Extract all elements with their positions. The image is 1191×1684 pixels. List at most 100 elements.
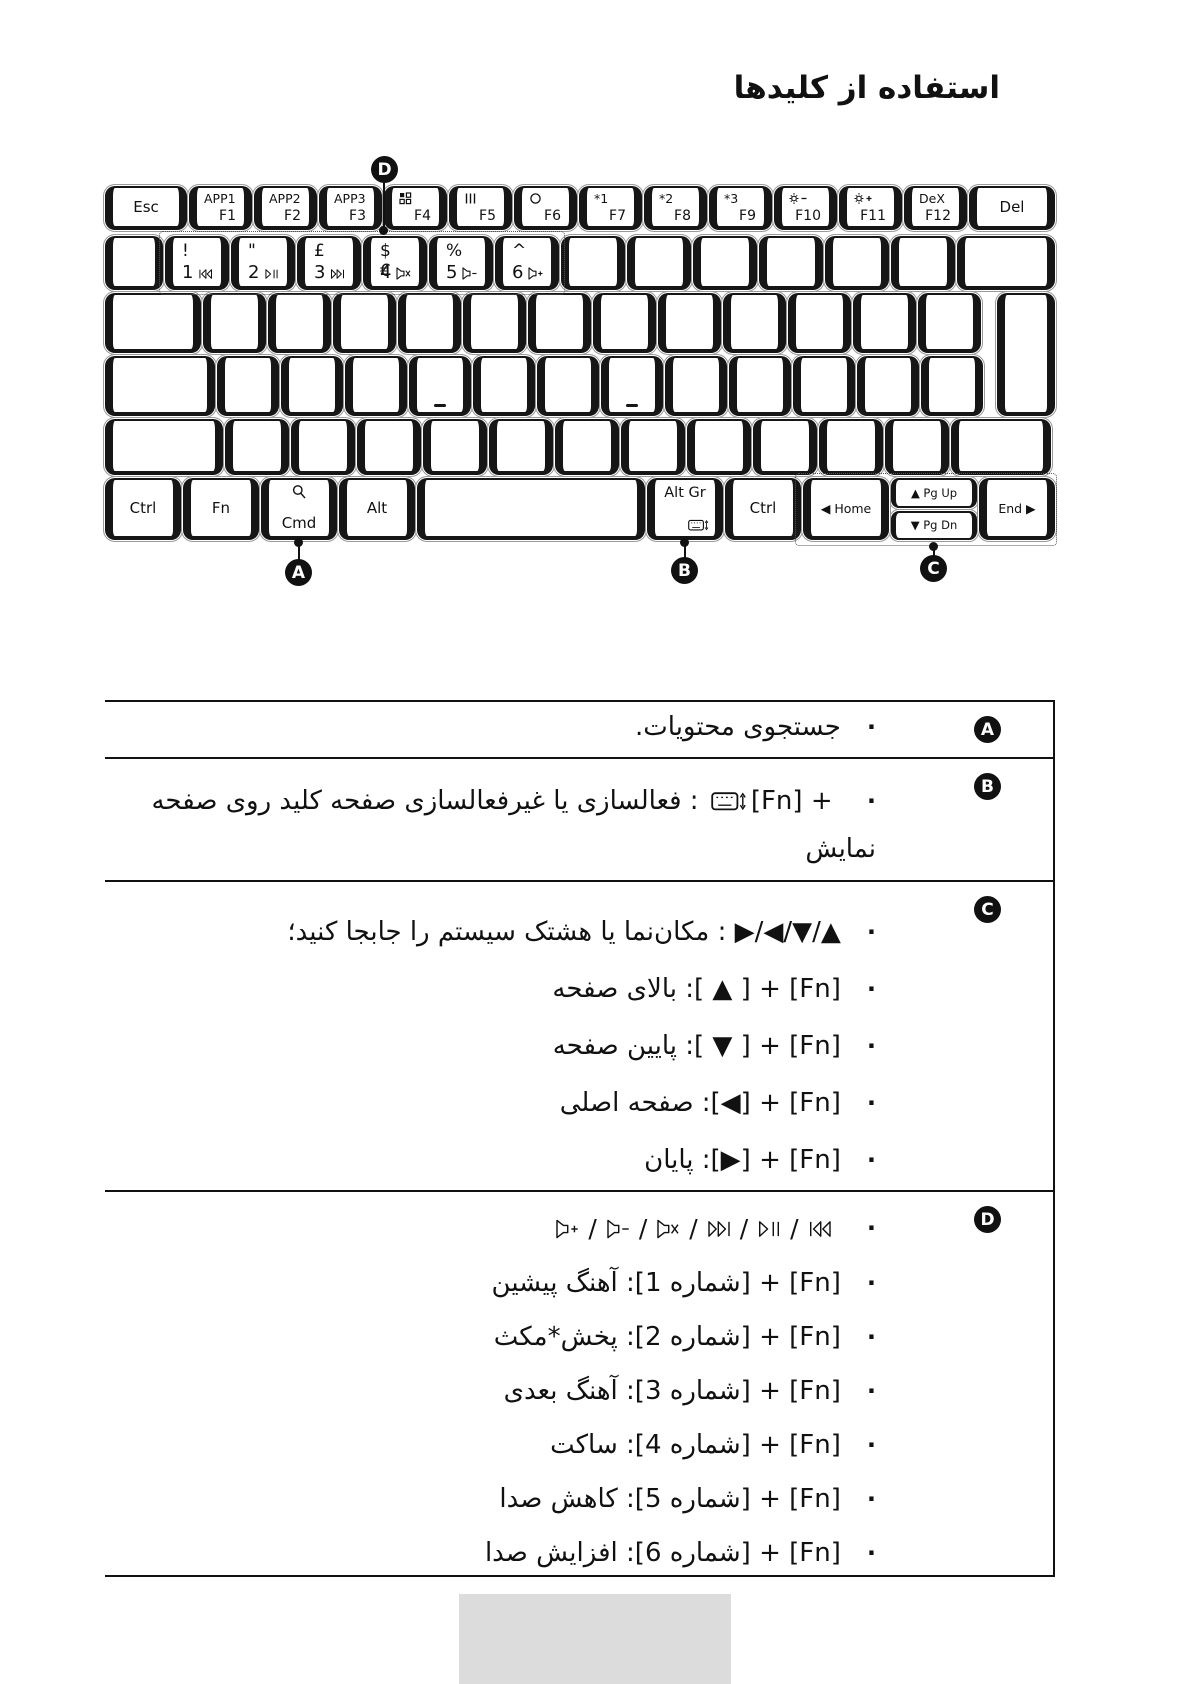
blank-key	[627, 236, 691, 290]
key-label: Alt	[366, 499, 388, 517]
blank-key	[793, 356, 855, 416]
key-enter	[997, 293, 1055, 416]
blank-key	[345, 356, 407, 416]
home-row	[105, 356, 991, 416]
callout-d-dot	[379, 226, 388, 235]
callout-b-dot	[680, 538, 689, 547]
blank-key	[857, 356, 919, 416]
key-label: F9	[739, 208, 756, 224]
key-label: ▼ Pg Dn	[910, 518, 958, 533]
previous-track-icon	[197, 268, 214, 280]
key-del: Del	[969, 186, 1055, 230]
key-5: % 5	[429, 236, 493, 290]
callout-c-badge: C	[920, 555, 947, 582]
blank-key	[357, 419, 421, 475]
key-f9: *3 F9	[709, 186, 772, 230]
blank-key	[621, 419, 685, 475]
key-label: F3	[349, 208, 366, 224]
key-sublabel: %	[446, 241, 463, 261]
page-title: استفاده از کلیدها	[733, 70, 1000, 106]
play-pause-icon	[732, 1202, 782, 1256]
volume-down-icon	[580, 1202, 630, 1256]
list-item: [Fn] + [شماره 2]: پخش*مکث	[125, 1310, 876, 1364]
key-pgup: ▲ Pg Up	[891, 478, 977, 508]
shortcut-description: : فعالسازی یا غیرفعالسازی صفحه کلید روی …	[151, 786, 876, 864]
home-row-bump	[626, 404, 638, 407]
brightness-up-icon	[854, 192, 873, 205]
key-altgr: Alt Gr	[647, 478, 723, 540]
blank-key	[825, 236, 889, 290]
list-item: جستجوی محتویات.	[125, 712, 876, 742]
key-6: ^ 6	[495, 236, 559, 290]
key-sublabel: !	[182, 241, 189, 261]
key-label: Fn	[211, 499, 231, 517]
nav-keys-outline	[795, 473, 1057, 546]
blank-key	[753, 419, 817, 475]
blank-key	[665, 356, 727, 416]
circle-icon	[529, 192, 542, 205]
list-item	[125, 1201, 876, 1256]
row-b-badge-cell: B	[922, 759, 1055, 880]
volume-up-icon	[527, 267, 544, 280]
badge-b: B	[974, 773, 1001, 800]
list-item: ▲/▼/◀/▶ : مکان‌نما یا هشتک سیستم را جابج…	[125, 904, 876, 961]
row-a-content: جستجوی محتویات.	[105, 702, 922, 757]
row-d-content: [Fn] + [شماره 1]: آهنگ پیشین [Fn] + [شما…	[105, 1192, 922, 1575]
key-label: F5	[479, 208, 496, 224]
list-item: [Fn] + [ ▲ ]: بالای صفحه	[125, 961, 876, 1018]
key-label: Cmd	[281, 514, 317, 532]
blank-key	[398, 293, 461, 353]
key-label: F2	[284, 208, 301, 224]
key-sublabel: £	[314, 241, 325, 261]
triple-bar-icon	[464, 192, 477, 205]
key-label: F6	[544, 208, 561, 224]
blank-key	[225, 419, 289, 475]
key-sublabel: ^	[512, 241, 527, 261]
callout-a-badge: A	[285, 559, 312, 586]
blank-key	[423, 419, 487, 475]
key-2: " 2	[231, 236, 295, 290]
table-row-b: [Fn] + : فعالسازی یا غیرفعالسازی صفحه کل…	[105, 757, 1055, 880]
key-sublabel: "	[248, 241, 256, 261]
page-footer-placeholder	[459, 1594, 731, 1684]
key-label: 5	[446, 262, 458, 283]
next-track-icon	[329, 268, 346, 280]
blank-key	[281, 356, 343, 416]
bottom-row: Ctrl Fn Cmd Alt Alt Gr Ctrl ◀ Home ▲ Pg …	[105, 478, 1055, 540]
next-track-icon	[681, 1202, 731, 1256]
key-alt: Alt	[339, 478, 415, 540]
list-item: [Fn] + : فعالسازی یا غیرفعالسازی صفحه کل…	[125, 777, 876, 873]
key-label: F12	[925, 208, 951, 224]
key-label: F4	[414, 208, 431, 224]
key-esc: Esc	[105, 186, 187, 230]
callout-b-line	[684, 545, 686, 559]
key-f6: F6	[514, 186, 577, 230]
callout-c-line	[933, 549, 935, 557]
blank-key	[759, 236, 823, 290]
media-keys-outline	[159, 231, 565, 295]
mute-icon	[395, 267, 412, 280]
blank-key	[217, 356, 279, 416]
shortcut-prefix: [Fn] +	[750, 786, 841, 816]
blank-key	[593, 293, 656, 353]
onscreen-keyboard-icon	[711, 789, 747, 813]
key-sublabel: APP2	[269, 191, 301, 206]
key-sublabel: *3	[724, 191, 739, 206]
blank-key	[723, 293, 786, 353]
key-f1: APP1 F1	[189, 186, 252, 230]
key-pgdn: ▼ Pg Dn	[891, 510, 977, 540]
blank-key	[601, 356, 663, 416]
mute-icon	[631, 1202, 681, 1256]
blank-key	[729, 356, 791, 416]
list-item: [Fn] + [◀]: صفحه اصلی	[125, 1075, 876, 1132]
key-label: 3	[314, 262, 326, 283]
key-label: Ctrl	[749, 499, 777, 517]
list-item: [Fn] + [شماره 4]: ساکت	[125, 1418, 876, 1472]
key-label: F8	[674, 208, 691, 224]
play-pause-icon	[263, 268, 280, 280]
key-f11: F11	[839, 186, 902, 230]
keyboard-diagram: Esc APP1 F1 APP2 F2 APP3 F3 F4 F5 F6 *1 F7 *…	[105, 186, 1057, 546]
blank-key	[463, 293, 526, 353]
key-shift-left	[105, 419, 223, 475]
key-ctrl-left: Ctrl	[105, 478, 181, 540]
